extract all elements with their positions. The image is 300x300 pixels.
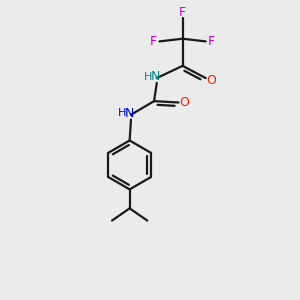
Text: F: F	[150, 35, 157, 48]
Text: N: N	[125, 107, 134, 120]
Text: O: O	[179, 96, 189, 109]
Text: N: N	[151, 70, 160, 83]
Text: O: O	[207, 74, 217, 87]
Text: H: H	[118, 108, 127, 118]
Text: F: F	[208, 35, 215, 48]
Text: H: H	[144, 72, 152, 82]
Text: F: F	[179, 6, 186, 20]
